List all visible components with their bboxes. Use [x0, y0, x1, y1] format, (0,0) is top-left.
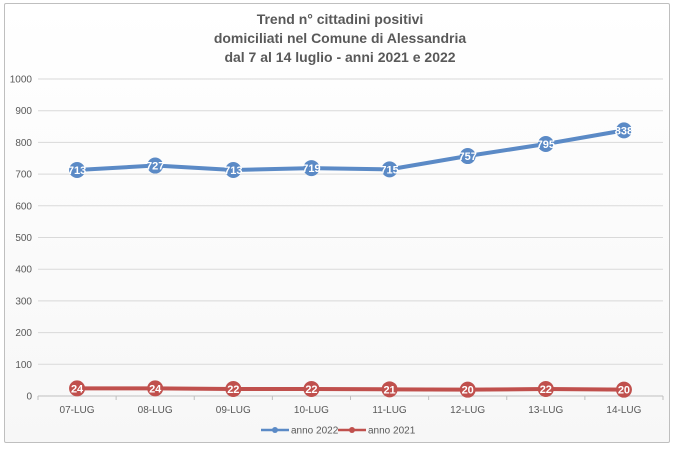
x-tick-label: 14-LUG — [606, 405, 641, 416]
series-1-data-label: 719 — [302, 163, 320, 175]
series-2-data-label: 20 — [618, 385, 630, 397]
series-2-point — [459, 381, 476, 398]
series-1-point — [225, 161, 242, 178]
series-1-point — [615, 122, 632, 139]
series-2-data-label: 24 — [71, 383, 84, 395]
x-tick-label: 12-LUG — [450, 405, 485, 416]
series-2-data-label: 20 — [462, 385, 474, 397]
series-1-data-label: 727 — [146, 161, 164, 173]
series-1-point — [381, 161, 398, 178]
series-1-point — [147, 157, 164, 174]
series-1-data-label: 838 — [615, 125, 633, 137]
y-tick-label: 600 — [15, 201, 32, 212]
series-2-point — [381, 381, 398, 398]
series-line-2 — [75, 386, 626, 392]
series-2-data-label: 22 — [305, 384, 317, 396]
series-1-data-label: 757 — [459, 151, 477, 163]
series-1-point — [69, 161, 86, 178]
legend-marker-1 — [272, 427, 278, 433]
series-2-point — [147, 380, 164, 397]
y-tick-label: 700 — [15, 170, 32, 181]
y-tick-label: 200 — [15, 328, 32, 339]
x-tick-label: 11-LUG — [372, 405, 406, 416]
series-2-point — [615, 381, 632, 398]
series-2-data-label: 21 — [383, 384, 395, 396]
y-tick-label: 300 — [15, 296, 32, 307]
x-tick-label: 13-LUG — [528, 405, 563, 416]
x-tick-label: 10-LUG — [294, 405, 329, 416]
title-line-1: Trend n° cittadini positivi — [256, 11, 424, 27]
y-tick-label: 800 — [15, 138, 32, 149]
series-2-data-label: 24 — [149, 383, 162, 395]
chart-title: Trend n° cittadini positivi domiciliati … — [0, 10, 680, 67]
chart-frame — [4, 3, 670, 443]
series-1-data-label: 713 — [68, 165, 86, 177]
series-2-point — [537, 381, 554, 398]
series-1-data-label: 713 — [224, 165, 242, 177]
legend-marker-2 — [349, 427, 355, 433]
series-line-1 — [75, 128, 626, 172]
title-line-3: dal 7 al 14 luglio - anni 2021 e 2022 — [224, 49, 456, 65]
y-tick-label: 1000 — [10, 75, 33, 86]
legend-label-2: anno 2021 — [368, 426, 416, 437]
y-tick-label: 500 — [15, 233, 32, 244]
series-2-point — [303, 381, 320, 398]
series-2-data-label: 22 — [540, 384, 552, 396]
x-tick-label: 07-LUG — [60, 405, 95, 416]
y-tick-label: 400 — [15, 265, 32, 276]
series-1-data-label: 795 — [537, 139, 555, 151]
series-2-point — [69, 380, 86, 397]
series-1-point — [303, 160, 320, 177]
y-tick-label: 100 — [15, 360, 32, 371]
x-tick-label: 08-LUG — [138, 405, 173, 416]
series-2-point — [225, 381, 242, 398]
series-2-data-label: 22 — [227, 384, 239, 396]
series-1-point — [537, 135, 554, 152]
title-line-2: domiciliati nel Comune di Alessandria — [213, 30, 467, 46]
series-1-data-label: 715 — [380, 164, 398, 176]
series-1-point — [459, 148, 476, 165]
y-tick-label: 900 — [15, 106, 32, 117]
y-tick-label: 0 — [26, 392, 32, 403]
x-tick-label: 09-LUG — [216, 405, 251, 416]
legend-label-1: anno 2022 — [291, 426, 339, 437]
